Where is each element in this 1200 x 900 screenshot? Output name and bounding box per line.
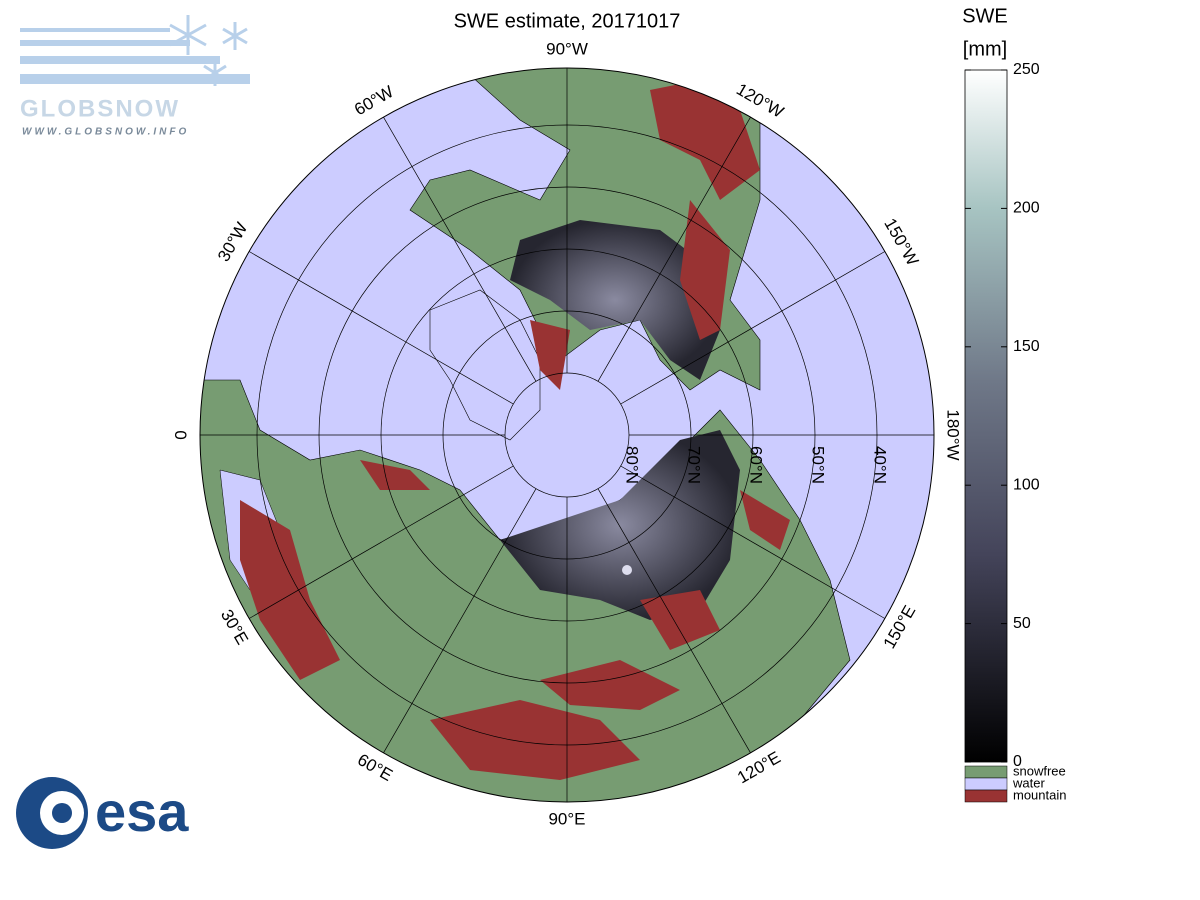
globsnow-logo: GLOBSNOW WWW.GLOBSNOW.INFO [20, 15, 250, 138]
parallel-label: 60°N [747, 446, 766, 484]
meridian [620, 251, 886, 405]
colorbar-tick-label: 100 [1013, 476, 1040, 493]
greenland [429, 289, 541, 441]
meridian [620, 465, 886, 619]
esa-text: esa [95, 780, 189, 843]
map-title: SWE estimate, 20171017 [454, 10, 681, 32]
mountains [240, 80, 790, 780]
parallel-label: 50°N [809, 446, 828, 484]
legend-swatch [964, 765, 1008, 779]
legend-label: snowfree [1013, 763, 1066, 778]
legend-label: mountain [1013, 787, 1066, 802]
colorbar-title: SWE [962, 5, 1008, 27]
meridian [597, 488, 751, 754]
meridian [383, 488, 537, 754]
meridian-label: 90°W [546, 39, 588, 58]
legend-swatch [964, 789, 1008, 803]
colorbar-tick-label: 50 [1013, 615, 1031, 632]
snow-siberia [500, 430, 740, 620]
meridian [248, 465, 514, 619]
esa-logo: esa [16, 777, 189, 849]
snow-peak [622, 565, 632, 575]
meridian [597, 116, 751, 382]
colorbar-tick-label: 0 [1013, 753, 1022, 770]
parallel-label: 80°N [623, 446, 642, 484]
graticule [200, 68, 934, 802]
meridian-label: 180°W [944, 409, 963, 460]
legend-swatch [964, 777, 1008, 791]
colorbar-tick-label: 150 [1013, 338, 1040, 355]
parallel-label: 40°N [871, 446, 890, 484]
meridian-label: 90°E [548, 809, 585, 828]
map [200, 68, 934, 802]
colorbar-tick-label: 250 [1013, 61, 1040, 78]
meridian [383, 116, 537, 382]
globsnow-url: WWW.GLOBSNOW.INFO [22, 127, 189, 138]
legend-label: water [1012, 775, 1045, 790]
meridian [248, 251, 514, 405]
colorbar [964, 69, 1008, 763]
snow-canada [510, 220, 720, 380]
colorbar-unit: [mm] [963, 38, 1007, 60]
meridian-label: 0 [171, 430, 190, 439]
colorbar-tick-label: 200 [1013, 200, 1040, 217]
parallel-label: 70°N [685, 446, 704, 484]
globsnow-text: GLOBSNOW [20, 95, 180, 122]
